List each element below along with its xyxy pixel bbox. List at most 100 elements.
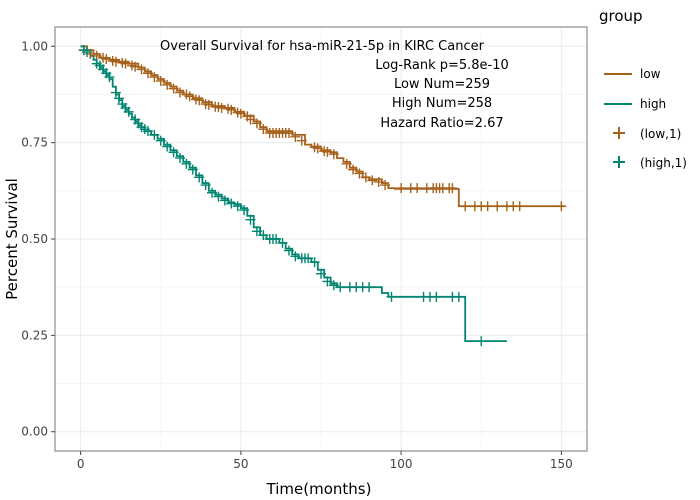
y-tick-label: 0.50 (21, 232, 48, 246)
censor-mark-low (120, 58, 131, 69)
legend-cross-mark (613, 127, 625, 139)
censor-mark-high (162, 141, 173, 152)
censor-mark-high (239, 205, 250, 216)
censor-mark-low (380, 180, 391, 191)
censor-mark-low (328, 149, 339, 160)
axis-ticks: 0 50 100 150 0.00 0.25 0.50 0.75 1.00 (21, 39, 573, 471)
censor-mark-high (283, 245, 294, 256)
censor-mark-high (194, 172, 205, 183)
censor-mark-high (309, 257, 320, 268)
low-count: Low Num=259 (394, 77, 490, 92)
censor-mark-low (194, 95, 205, 106)
censor-mark-low (235, 108, 246, 119)
censor-mark-low (216, 102, 227, 113)
censor-mark-high (187, 164, 198, 175)
censor-mark-low (226, 104, 237, 115)
censor-mark-low (514, 201, 525, 212)
censor-mark-high (142, 126, 153, 137)
censor-mark-low (251, 118, 262, 129)
censor-mark-high (251, 226, 262, 237)
survival-curves (80, 45, 565, 342)
legend-title: group (599, 7, 643, 25)
legend-label-high: high (640, 97, 666, 111)
logrank-pvalue: Log-Rank p=5.8e-10 (375, 58, 509, 73)
censor-mark-high (431, 291, 442, 302)
y-tick-label: 0.75 (21, 136, 48, 150)
survival-curve-low (80, 45, 565, 208)
censor-mark-high (245, 214, 256, 225)
censor-mark-low (168, 83, 179, 94)
censor-mark-high (114, 93, 125, 104)
censor-mark-low (360, 172, 371, 183)
censor-mark-high (453, 291, 464, 302)
censor-mark-high (104, 72, 115, 83)
legend-label-low-censor: (low,1) (640, 127, 681, 141)
censor-mark-low (460, 201, 471, 212)
high-count: High Num=258 (392, 96, 492, 111)
censor-mark-high (207, 187, 218, 198)
censor-mark-high (226, 198, 237, 209)
legend-censor-high (613, 156, 625, 168)
censor-mark-low (184, 91, 195, 102)
y-axis-title: Percent Survival (3, 178, 21, 300)
censor-mark-high (123, 106, 134, 117)
x-tick-label: 0 (77, 457, 85, 471)
censor-mark-low (373, 176, 384, 187)
censor-mark-high (476, 336, 487, 347)
censor-mark-low (396, 183, 407, 194)
censor-mark-low (312, 143, 323, 154)
censor-mark-low (155, 75, 166, 86)
censor-mark-high (386, 291, 397, 302)
censor-mark-high (335, 282, 346, 293)
censor-mark-low (101, 53, 112, 64)
censor-mark-low (492, 201, 503, 212)
censor-mark-high (181, 158, 192, 169)
legend-cross-mark (613, 156, 625, 168)
censor-mark-high (328, 280, 339, 291)
censor-mark-low (258, 124, 269, 135)
x-axis-title: Time(months) (266, 480, 372, 498)
censor-marks (78, 45, 567, 347)
x-tick-label: 50 (233, 457, 248, 471)
censor-mark-high (232, 201, 243, 212)
censor-mark-high (219, 195, 230, 206)
censor-mark-high (271, 234, 282, 244)
censor-mark-low (412, 183, 423, 194)
chart-title: Overall Survival for hsa-miR-21-5p in KI… (160, 39, 485, 54)
censor-mark-low (354, 168, 365, 179)
x-tick-label: 100 (390, 457, 413, 471)
legend-censor-low (613, 127, 625, 139)
censor-mark-high (258, 230, 269, 241)
hazard-ratio: Hazard Ratio=2.67 (380, 116, 503, 131)
censor-mark-high (290, 251, 301, 262)
censor-mark-low (367, 175, 378, 186)
grid-lines (55, 27, 587, 451)
censor-mark-low (348, 164, 359, 175)
censor-mark-high (322, 276, 333, 287)
censor-mark-low (130, 61, 141, 72)
y-tick-label: 1.00 (21, 39, 48, 53)
censor-mark-low (322, 146, 333, 157)
censor-mark-high (174, 153, 185, 164)
censor-mark-low (482, 201, 493, 212)
censor-mark-low (283, 128, 294, 138)
y-tick-label: 0.00 (21, 425, 48, 439)
legend: group low high (low,1) (high,1) (599, 7, 687, 170)
censor-mark-high (303, 253, 314, 264)
censor-mark-low (245, 114, 256, 125)
legend-label-high-censor: (high,1) (640, 156, 687, 170)
censor-mark-high (277, 237, 288, 248)
legend-label-low: low (640, 67, 661, 81)
censor-mark-low (447, 183, 458, 194)
censor-mark-low (290, 131, 301, 142)
censor-mark-high (364, 282, 375, 293)
censor-mark-high (168, 147, 179, 158)
censor-mark-high (155, 135, 166, 146)
censor-mark-high (149, 129, 160, 140)
censor-mark-low (162, 79, 173, 90)
censor-mark-low (556, 201, 567, 212)
censor-mark-high (213, 191, 224, 202)
censor-mark-low (149, 72, 160, 83)
censor-mark-low (136, 64, 147, 75)
